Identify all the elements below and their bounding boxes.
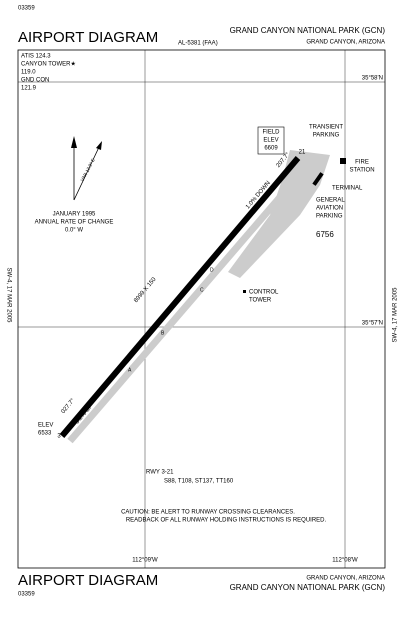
arrowhead: [71, 136, 77, 148]
field-elev: ELEV: [263, 138, 278, 144]
declared-title: RWY 3-21: [146, 470, 174, 476]
facility: CONTROL: [249, 290, 279, 296]
lon-label: 112°08'W: [332, 558, 358, 564]
frequency: CANYON TOWER★: [21, 61, 76, 68]
frequency: ATIS 124.3: [21, 54, 51, 60]
runway-end: 21: [299, 150, 306, 156]
apron: [228, 150, 330, 278]
magnetic-arrow: [73, 144, 101, 201]
fire-station: [340, 158, 346, 164]
footer-number: 03359: [18, 592, 35, 598]
frequency: GND CON: [21, 78, 49, 84]
taxiway-label: D: [210, 267, 214, 273]
lat-label: 35°57'N: [362, 321, 383, 327]
field-elev: 6609: [264, 146, 278, 152]
runway-end: 3: [57, 434, 61, 440]
declared-values: S88, T108, ST137, TT160: [164, 479, 234, 485]
variation-rate-title: ANNUAL RATE OF CHANGE: [35, 220, 114, 226]
taxiway: [67, 157, 315, 444]
lon-label: 112°09'W: [132, 558, 158, 564]
facility: TERMINAL: [332, 186, 363, 192]
facility: AVIATION: [316, 206, 343, 212]
tower-mark: [243, 290, 246, 293]
taxiway-label: B: [161, 330, 165, 336]
facility: PARKING: [316, 214, 343, 220]
frequency: 121.9: [21, 86, 37, 92]
footer-title: AIRPORT DIAGRAM: [18, 572, 158, 589]
side-note: SW-4, 17 MAR 2005: [5, 268, 11, 324]
footer-location: GRAND CANYON, ARIZONA: [306, 576, 385, 582]
facility: STATION: [349, 168, 374, 174]
facility: GENERAL: [316, 198, 345, 204]
arrowhead: [96, 141, 102, 150]
footer-airport: GRAND CANYON NATIONAL PARK (GCN): [230, 583, 386, 592]
variation-date: JANUARY 1995: [53, 212, 96, 218]
chart-number: 03359: [18, 6, 35, 12]
frame: [17, 49, 386, 569]
facility: TRANSIENT: [309, 125, 343, 131]
title: AIRPORT DIAGRAM: [18, 29, 158, 46]
caution: READBACK OF ALL RUNWAY HOLDING INSTRUCTI…: [126, 518, 327, 524]
taxiway-label: A: [128, 367, 132, 373]
terminal: [312, 172, 324, 186]
elevation-label: ELEV: [38, 423, 53, 429]
facility: TOWER: [249, 298, 272, 304]
elevation: 6533: [38, 431, 52, 437]
field-elev-box: [257, 126, 285, 155]
caution: CAUTION: BE ALERT TO RUNWAY CROSSING CLE…: [121, 510, 295, 516]
facility: PARKING: [313, 133, 340, 139]
side-note: SW-4, 17 MAR 2005: [393, 287, 399, 343]
taxiway-label: C: [200, 287, 204, 293]
chart-id: AL-5381 (FAA): [178, 41, 218, 47]
lat-label: 35°58'N: [362, 76, 383, 82]
variation-rate: 0.0° W: [65, 228, 83, 234]
airport-name: GRAND CANYON NATIONAL PARK (GCN): [230, 26, 386, 35]
facility: FIRE: [355, 160, 369, 166]
frequency: 119.0: [21, 70, 36, 76]
field-elev: FIELD: [262, 130, 280, 136]
obstacle: 6756: [316, 230, 334, 239]
location: GRAND CANYON, ARIZONA: [306, 40, 385, 46]
runway: [59, 156, 301, 438]
